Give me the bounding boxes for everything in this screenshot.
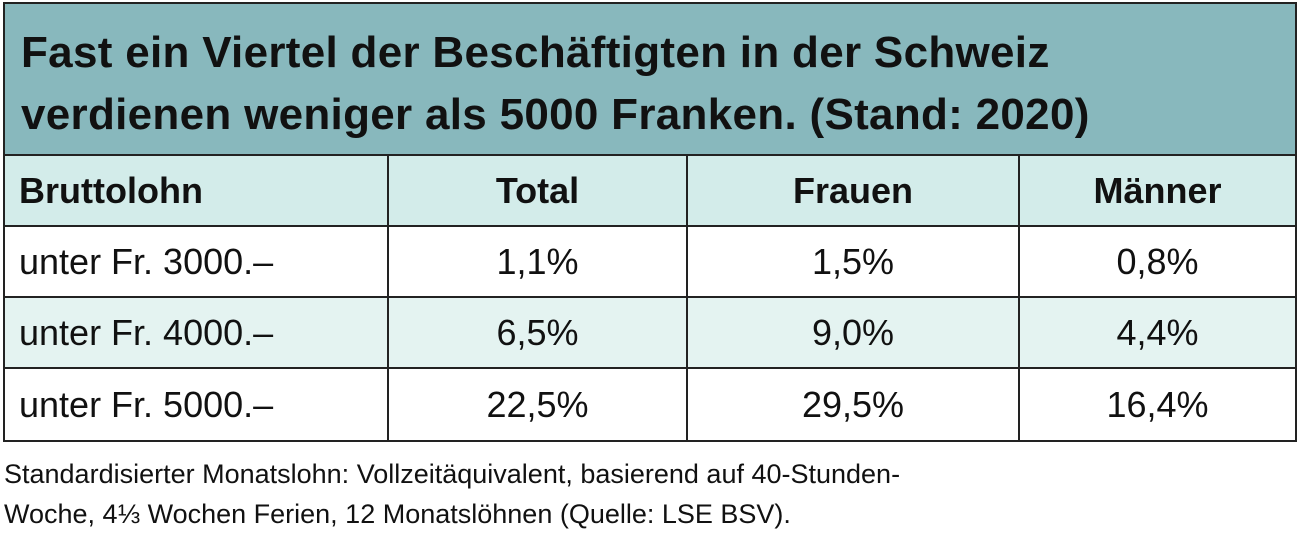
table-cell: 22,5% <box>389 369 688 440</box>
title-line-2: verdienen weniger als 5000 Franken. (Sta… <box>21 90 1090 139</box>
title-line-1: Fast ein Viertel der Beschäftigten in de… <box>21 28 1050 77</box>
table-header-row: Bruttolohn Total Frauen Männer <box>5 156 1295 227</box>
table-title: Fast ein Viertel der Beschäftigten in de… <box>5 4 1295 156</box>
table-cell: 9,0% <box>688 298 1020 367</box>
table-cell: unter Fr. 4000.– <box>5 298 389 367</box>
table-cell: 4,4% <box>1116 311 1199 353</box>
footnote-line-1: Standardisierter Monatslohn: Vollzeitäqu… <box>4 459 901 489</box>
footnote-line-2: Woche, 4⅓ Wochen Ferien, 12 Monatslöhnen… <box>4 499 791 529</box>
table-cell: 0,8% <box>1116 240 1199 282</box>
table-cell: 16,4% <box>1106 383 1209 425</box>
salary-table: Fast ein Viertel der Beschäftigten in de… <box>3 2 1297 442</box>
table-cell: unter Fr. 3000.– <box>5 227 389 296</box>
footnote: Standardisierter Monatslohn: Vollzeitäqu… <box>4 454 900 534</box>
table-cell: unter Fr. 5000.– <box>5 369 389 440</box>
table-row: unter Fr. 3000.– 1,1% 1,5% 0,8% <box>5 227 1295 298</box>
table-row: unter Fr. 4000.– 6,5% 9,0% 4,4% <box>5 298 1295 369</box>
column-header: Frauen <box>688 156 1020 225</box>
column-header: Bruttolohn <box>5 156 389 225</box>
table-cell: 1,1% <box>389 227 688 296</box>
table-cell: 29,5% <box>688 369 1020 440</box>
column-header: Männer <box>1093 169 1222 211</box>
table-cell: 6,5% <box>389 298 688 367</box>
table-cell: 1,5% <box>688 227 1020 296</box>
column-header: Total <box>389 156 688 225</box>
table-row: unter Fr. 5000.– 22,5% 29,5% 16,4% <box>5 369 1295 440</box>
